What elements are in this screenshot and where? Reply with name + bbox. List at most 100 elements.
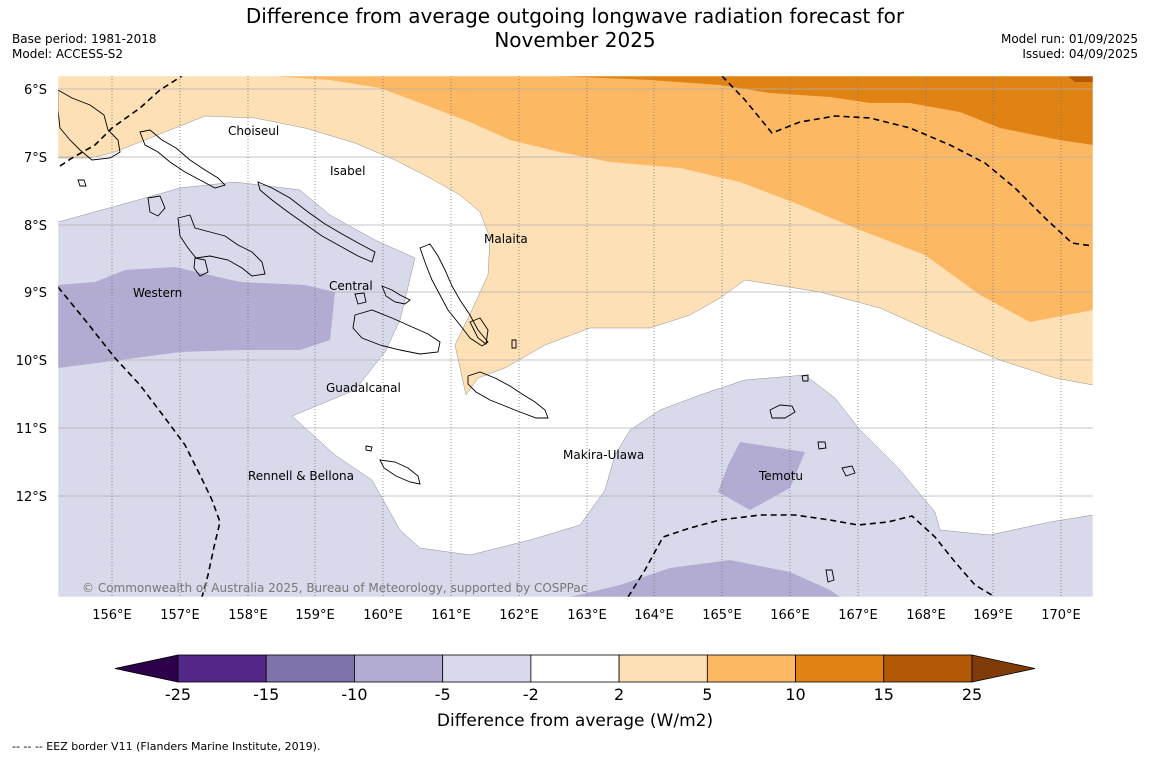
latitude-lines <box>58 88 1093 497</box>
lon-tick-label: 168°E <box>906 608 946 623</box>
choiseul-island <box>139 129 226 189</box>
florida-islands <box>381 285 411 305</box>
shortland-islands <box>77 179 87 187</box>
anuta-island <box>825 569 835 583</box>
province-label-rennell-bellona: Rennell & Bellona <box>248 469 354 483</box>
colorbar-swatch <box>442 654 532 683</box>
map-frame <box>57 75 1094 598</box>
lon-tick-label: 164°E <box>634 608 674 623</box>
colorbar: -25 -15 -10 -5 -2 2 5 10 15 25 <box>114 654 1036 704</box>
lon-tick-label: 170°E <box>1041 608 1081 623</box>
province-label-choiseul: Choiseul <box>228 124 279 138</box>
province-label-western: Western <box>133 286 182 300</box>
sikaiana-atoll <box>511 339 517 349</box>
rennell-island <box>379 459 421 485</box>
lon-axis: 156°E 157°E 158°E 159°E 160°E 161°E 162°… <box>92 608 1081 623</box>
eez-legend-note: -- -- -- EEZ border V11 (Flanders Marine… <box>12 740 321 753</box>
graticule <box>58 76 1093 597</box>
coastlines <box>58 89 856 583</box>
lat-tick-label: 8°S <box>24 219 47 234</box>
contour-medium-purple-temotu <box>718 442 805 510</box>
lon-tick-label: 160°E <box>363 608 403 623</box>
colorbar-swatch <box>354 654 444 683</box>
lon-tick-label: 166°E <box>770 608 810 623</box>
lon-tick-label: 165°E <box>702 608 742 623</box>
province-label-isabel: Isabel <box>330 164 365 178</box>
lat-tick-label: 9°S <box>24 286 47 301</box>
province-label-guadalcanal: Guadalcanal <box>326 381 401 395</box>
map-copyright: © Commonwealth of Australia 2025, Bureau… <box>82 581 587 595</box>
contour-darkest-orange <box>1068 76 1093 82</box>
santa-cruz-island <box>769 404 796 419</box>
colorbar-tick-label: 2 <box>614 685 624 704</box>
lon-tick-label: 169°E <box>973 608 1013 623</box>
base-period: Base period: 1981-2018 <box>12 32 157 46</box>
lon-tick-label: 159°E <box>295 608 335 623</box>
colorbar-tick-label: -2 <box>523 685 539 704</box>
colorbar-swatch <box>177 654 267 683</box>
colorbar-tick-label: 15 <box>874 685 894 704</box>
lat-tick-label: 6°S <box>24 83 47 98</box>
map-title-line1: Difference from average outgoing longwav… <box>245 4 905 28</box>
bellona-island <box>365 445 373 452</box>
utupua-island <box>841 465 856 477</box>
map-title-line2: November 2025 <box>494 28 656 52</box>
colorbar-extend-low <box>114 654 179 683</box>
map-plot-area: © Commonwealth of Australia 2025, Bureau… <box>58 76 1093 597</box>
lon-tick-label: 162°E <box>499 608 539 623</box>
bougainville-coast <box>58 89 121 161</box>
vella-lavella <box>147 195 166 217</box>
colorbar-swatch <box>883 654 973 683</box>
lon-tick-label: 163°E <box>567 608 607 623</box>
province-label-makira-ulawa: Makira-Ulawa <box>563 448 644 462</box>
ranongga <box>193 257 209 277</box>
colorbar-tick-label: 25 <box>962 685 982 704</box>
province-label-central: Central <box>329 279 373 293</box>
lat-tick-label: 11°S <box>16 422 47 437</box>
colorbar-tick-label: -25 <box>165 685 191 704</box>
colorbar-tick-label: -10 <box>341 685 367 704</box>
lon-tick-label: 167°E <box>838 608 878 623</box>
isabel-island <box>257 181 376 263</box>
colorbar-label: Difference from average (W/m2) <box>437 711 713 731</box>
model-run: Model run: 01/09/2025 <box>1000 32 1138 46</box>
contour-orange <box>270 76 1093 322</box>
lat-axis: 6°S 7°S 8°S 9°S 10°S 11°S 12°S <box>16 83 47 505</box>
model-name: Model: ACCESS-S2 <box>12 47 124 61</box>
new-georgia-islands <box>177 214 266 277</box>
eez-border <box>58 76 1093 597</box>
colorbar-swatch <box>795 654 885 683</box>
reef-islands <box>801 374 809 382</box>
colorbar-tick-label: -5 <box>435 685 451 704</box>
colorbar-extend-high <box>971 654 1036 683</box>
contour-lines <box>58 115 1093 556</box>
lat-tick-label: 12°S <box>16 490 47 505</box>
colorbar-tick-label: 5 <box>702 685 712 704</box>
vanikoro-island <box>817 441 827 450</box>
province-label-temotu: Temotu <box>758 469 803 483</box>
lat-tick-label: 10°S <box>16 354 47 369</box>
issued-date: Issued: 04/09/2025 <box>1022 47 1138 61</box>
makira-island <box>467 371 549 419</box>
province-labels: Choiseul Isabel Malaita Western Central … <box>133 124 803 483</box>
contour-medium-purple-south <box>570 560 840 597</box>
contour-dark-orange <box>555 76 1093 145</box>
small-malaita <box>469 317 489 345</box>
colorbar-tick-label: -15 <box>253 685 279 704</box>
guadalcanal-island <box>352 309 441 355</box>
colorbar-tick-label: 10 <box>785 685 805 704</box>
colorbar-swatch <box>530 654 620 683</box>
colorbar-swatch <box>618 654 708 683</box>
russell-islands <box>354 292 367 305</box>
lon-tick-label: 158°E <box>228 608 268 623</box>
colorbar-swatch <box>706 654 796 683</box>
lon-tick-label: 156°E <box>92 608 132 623</box>
lon-tick-label: 161°E <box>431 608 471 623</box>
colorbar-swatch <box>265 654 355 683</box>
province-label-malaita: Malaita <box>484 232 528 246</box>
lat-tick-label: 7°S <box>24 151 47 166</box>
contour-light-purple <box>58 182 1093 597</box>
lon-tick-label: 157°E <box>160 608 200 623</box>
malaita-island <box>419 243 489 347</box>
